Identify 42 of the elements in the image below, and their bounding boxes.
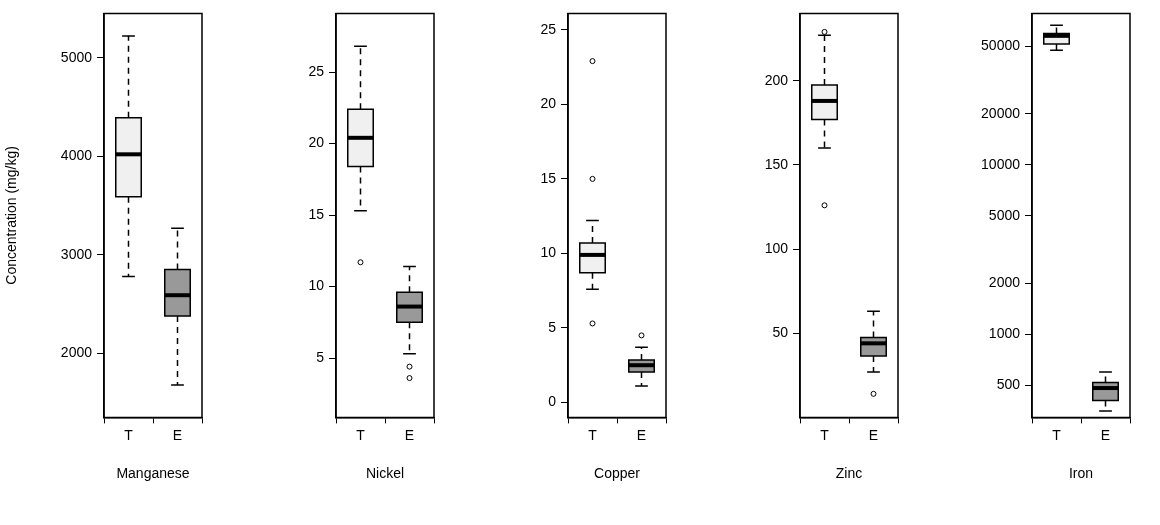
y-tick-label: 25: [540, 20, 557, 37]
y-tick-label: 25: [308, 62, 325, 79]
y-tick-label: 3000: [60, 245, 93, 262]
y-tick-label: 0: [548, 393, 557, 410]
y-tick-label: 15: [540, 169, 557, 186]
x-tick-label: E: [636, 426, 647, 443]
y-tick-label: 15: [308, 205, 325, 222]
x-tick-label: E: [404, 426, 415, 443]
x-axis-title: Nickel: [365, 465, 405, 482]
y-tick-label: 5: [548, 318, 557, 335]
y-tick-label: 2000: [988, 273, 1021, 290]
y-tick-label: 50000: [981, 37, 1021, 54]
y-tick-label: 10: [540, 244, 557, 261]
x-tick-label: E: [172, 426, 183, 443]
x-axis-title: Zinc: [835, 465, 863, 482]
x-tick-label: T: [356, 426, 366, 443]
y-tick-label: 500: [996, 375, 1021, 392]
y-tick-label: 150: [764, 155, 789, 172]
y-tick-label: 50: [772, 324, 789, 341]
y-tick-label: 5000: [988, 206, 1021, 223]
y-tick-label: 20: [308, 134, 325, 151]
y-tick-label: 20: [540, 95, 557, 112]
x-tick-label: T: [588, 426, 598, 443]
x-tick-label: E: [1100, 426, 1111, 443]
y-axis-title: Concentration (mg/kg): [3, 146, 20, 285]
x-tick-label: T: [820, 426, 830, 443]
y-tick-label: 5: [316, 348, 325, 365]
x-axis-title: Iron: [1068, 465, 1094, 482]
x-tick-label: T: [124, 426, 134, 443]
y-tick-label: 2000: [60, 344, 93, 361]
x-tick-label: T: [1052, 426, 1062, 443]
x-axis-title: Copper: [594, 465, 641, 482]
y-tick-label: 100: [764, 239, 789, 256]
y-tick-label: 4000: [60, 147, 93, 164]
y-tick-label: 5000: [60, 48, 93, 65]
y-tick-label: 20000: [981, 104, 1021, 121]
x-tick-label: E: [868, 426, 879, 443]
y-tick-label: 10000: [981, 155, 1021, 172]
y-tick-label: 200: [764, 71, 789, 88]
y-tick-label: 1000: [988, 324, 1021, 341]
x-axis-title: Manganese: [116, 465, 190, 482]
y-tick-label: 10: [308, 277, 325, 294]
